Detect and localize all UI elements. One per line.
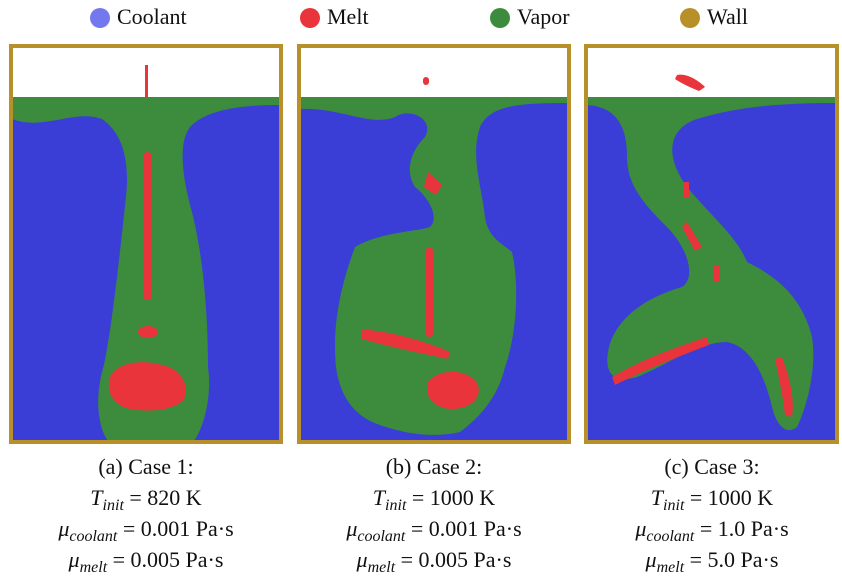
parameter-subscript: init [385, 497, 407, 514]
panel-caption: (b) Case 2: [386, 454, 483, 479]
parameter-subscript: coolant [646, 528, 695, 545]
parameter-subscript: melt [657, 559, 685, 576]
legend-label: Vapor [517, 4, 570, 29]
figure: CoolantMeltVaporWall (a) Case 1:Tinit [0, 0, 842, 581]
parameter-subscript: melt [80, 559, 108, 576]
parameter-line: Tinit = 820 K [90, 485, 202, 514]
parameter-value: = 0.001 Pa·s [117, 516, 233, 541]
parameter-subscript: init [663, 497, 685, 514]
parameter-value: = 820 K [124, 485, 202, 510]
panel-caption: (c) Case 3: [664, 454, 759, 479]
parameter-value: = 1000 K [684, 485, 773, 510]
legend-swatch [90, 8, 110, 28]
parameter-line: μmelt = 0.005 Pa·s [356, 547, 512, 576]
parameter-value: = 5.0 Pa·s [684, 547, 778, 572]
parameter-line: μcoolant = 0.001 Pa·s [57, 516, 233, 545]
parameter-line: μmelt = 0.005 Pa·s [68, 547, 224, 576]
parameter-value: = 0.005 Pa·s [107, 547, 223, 572]
panel-c-image [587, 47, 836, 441]
legend-swatch [680, 8, 700, 28]
parameter-line: μcoolant = 0.001 Pa·s [345, 516, 521, 545]
parameter-value: = 0.001 Pa·s [405, 516, 521, 541]
panel-b-image [300, 47, 568, 441]
legend-swatch [300, 8, 320, 28]
panel-a-image [12, 47, 280, 441]
parameter-value: = 1000 K [406, 485, 495, 510]
parameter-line: μmelt = 5.0 Pa·s [645, 547, 779, 576]
parameter-symbol: μ [68, 547, 80, 572]
parameter-value: = 0.005 Pa·s [395, 547, 511, 572]
legend: Coolant Melt Vapor Wall [90, 4, 748, 29]
parameter-symbol: μ [57, 516, 69, 541]
legend-label: Wall [707, 4, 748, 29]
parameter-symbol: μ [356, 547, 368, 572]
parameter-subscript: coolant [357, 528, 406, 545]
parameter-symbol: μ [345, 516, 357, 541]
panel-caption: (a) Case 1: [98, 454, 193, 479]
parameter-symbol: μ [645, 547, 657, 572]
parameter-value: = 1.0 Pa·s [694, 516, 788, 541]
parameter-subscript: melt [368, 559, 396, 576]
parameter-line: Tinit = 1000 K [651, 485, 774, 514]
legend-label: Coolant [117, 4, 187, 29]
legend-label: Melt [327, 4, 369, 29]
legend-swatch [490, 8, 510, 28]
parameter-subscript: coolant [69, 528, 118, 545]
parameter-subscript: init [103, 497, 125, 514]
parameter-symbol: μ [634, 516, 646, 541]
parameter-line: μcoolant = 1.0 Pa·s [634, 516, 788, 545]
parameter-line: Tinit = 1000 K [373, 485, 496, 514]
